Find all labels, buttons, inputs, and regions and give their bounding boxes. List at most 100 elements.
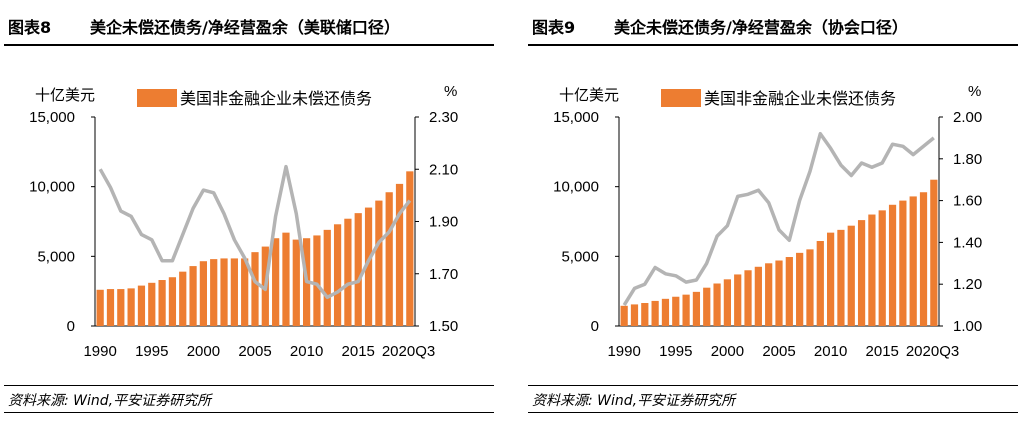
chart-panel-8: 图表8 美企未偿还债务/净经营盈余（美联储口径） 0 5,000 10,000 15,0… [0, 0, 500, 423]
bar [251, 252, 259, 326]
chart-title-row: 图表8 美企未偿还债务/净经营盈余（美联储口径） [8, 14, 492, 40]
bar [847, 225, 855, 326]
bar [806, 249, 814, 326]
bar [241, 258, 249, 326]
bar [117, 289, 125, 326]
left-tick-label: 0 [591, 318, 599, 335]
bar [651, 300, 659, 326]
x-tick-label: 2015 [866, 343, 899, 360]
x-tick-label: 2000 [711, 343, 744, 360]
source-note: 资料来源: Wind,平安证券研究所 [8, 393, 212, 409]
bar [734, 274, 742, 326]
bar [179, 271, 187, 326]
x-tick-label: 1990 [83, 343, 116, 360]
bar [344, 218, 352, 326]
bar [765, 263, 773, 326]
bar [816, 241, 824, 326]
legend-swatch [137, 89, 177, 107]
bar [620, 305, 628, 326]
x-tick-label: 1995 [659, 343, 692, 360]
chart-title-row: 图表9 美企未偿还债务/净经营盈余（协会口径） [532, 14, 1016, 40]
chart-panel-9: 图表9 美企未偿还债务/净经营盈余（协会口径） 0 5,000 10,000 15,00… [524, 0, 1024, 423]
right-axis-unit: % [444, 83, 457, 100]
x-tick-label: 2000 [187, 343, 220, 360]
bar [641, 303, 649, 326]
left-axis-unit: 十亿美元 [559, 87, 619, 104]
bar [888, 204, 897, 326]
chart-title: 美企未偿还债务/净经营盈余（协会口径） [614, 18, 908, 37]
bar [272, 238, 280, 326]
right-tick-label: 1.60 [953, 193, 982, 210]
bar [333, 224, 342, 326]
left-tick-label: 15,000 [29, 109, 75, 126]
source-rule-bottom [4, 412, 494, 413]
bar [796, 252, 804, 326]
bar [919, 192, 928, 326]
right-tick-label: 2.10 [429, 161, 458, 178]
bar [189, 266, 197, 326]
bar [395, 183, 404, 326]
x-tick-label: 2020Q3 [382, 343, 435, 360]
chart-figure-8: 0 5,000 10,000 15,000 1.50 1.70 1.90 2.10 2.30 19… [29, 83, 458, 360]
bar [672, 296, 680, 326]
legend-label: 美国非金融企业未偿还债务 [704, 90, 896, 108]
legend-swatch [661, 89, 701, 107]
ratio-line [98, 164, 412, 300]
bar [148, 282, 156, 326]
left-tick-label: 5,000 [37, 248, 75, 265]
bar [827, 232, 835, 326]
x-tick-label: 2010 [290, 343, 323, 360]
bar [106, 289, 115, 326]
bar [775, 260, 783, 326]
right-axis-unit: % [968, 83, 981, 100]
bar [692, 291, 701, 326]
bar [292, 239, 300, 326]
chart-figure-9: 0 5,000 10,000 15,000 1.00 1.20 1.40 1.60 1.80 2.… [553, 83, 982, 360]
bar [220, 258, 228, 326]
bar [385, 192, 393, 326]
right-tick-label: 1.40 [953, 234, 982, 251]
chart-title: 美企未偿还债务/净经营盈余（美联储口径） [90, 18, 400, 37]
x-tick-label: 2005 [762, 343, 795, 360]
bar [857, 220, 866, 326]
x-tick-label: 2005 [238, 343, 271, 360]
bar [282, 232, 290, 326]
bar [313, 235, 321, 326]
left-tick-label: 5,000 [561, 248, 599, 265]
bar [406, 171, 414, 326]
bar [661, 298, 670, 326]
title-rule [4, 44, 494, 46]
x-tick-label: 1990 [607, 343, 640, 360]
left-tick-label: 10,000 [29, 179, 75, 196]
source-rule-top [4, 385, 494, 386]
bar [168, 277, 177, 326]
bar [230, 258, 238, 326]
bar [137, 285, 146, 326]
bar [713, 283, 721, 326]
bar [375, 200, 383, 326]
left-tick-label: 0 [67, 318, 75, 335]
bar [785, 257, 793, 326]
source-rule-top [528, 385, 1018, 386]
left-axis-unit: 十亿美元 [35, 87, 95, 104]
ratio-line [622, 131, 935, 307]
x-tick-label: 2010 [814, 343, 847, 360]
bar [899, 200, 907, 326]
source-note: 资料来源: Wind,平安证券研究所 [532, 393, 736, 409]
bar [909, 196, 917, 326]
source-rule-bottom [528, 412, 1018, 413]
x-tick-label: 2020Q3 [906, 343, 959, 360]
right-tick-label: 1.20 [953, 276, 982, 293]
right-tick-label: 1.90 [429, 214, 458, 231]
figure-label: 图表9 [532, 18, 576, 37]
bar [682, 294, 690, 326]
bar [744, 270, 752, 326]
right-tick-label: 2.00 [953, 109, 982, 126]
bar [837, 229, 845, 326]
right-tick-label: 1.50 [429, 318, 458, 335]
x-tick-label: 2015 [342, 343, 375, 360]
bar [878, 210, 886, 326]
bar [723, 279, 731, 326]
bar [323, 229, 331, 326]
bar [754, 266, 762, 326]
